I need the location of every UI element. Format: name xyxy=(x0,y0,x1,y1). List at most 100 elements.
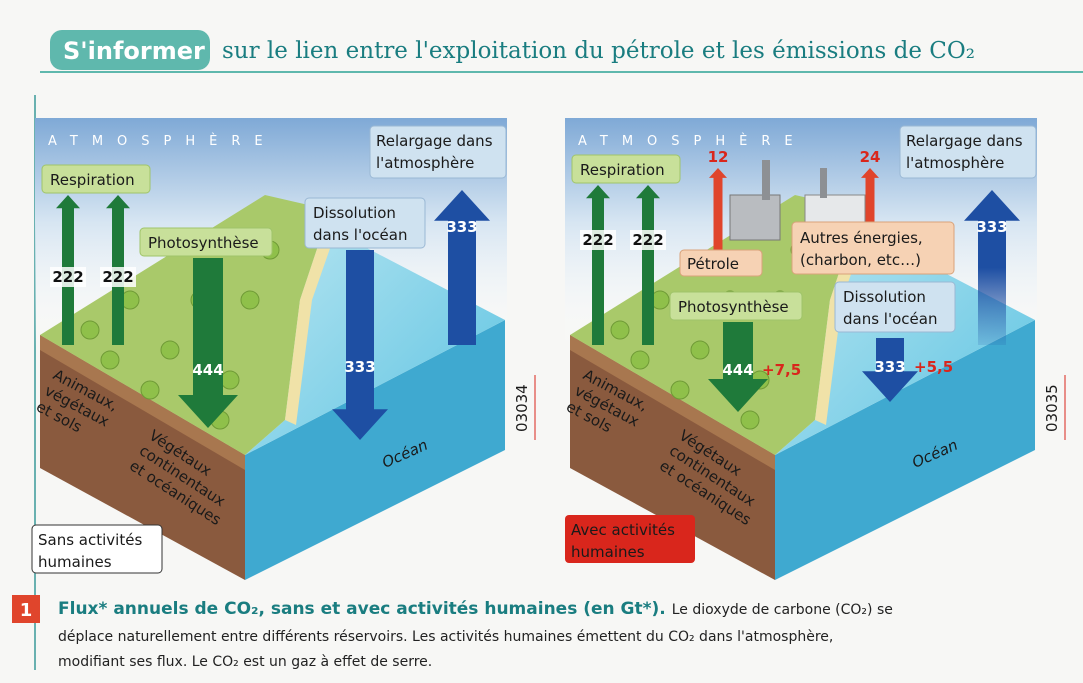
tree xyxy=(690,340,710,360)
label-text: 333 xyxy=(874,358,905,376)
label-text: 24 xyxy=(860,148,881,166)
refinery xyxy=(729,194,781,241)
label-box xyxy=(669,291,803,321)
value-bg xyxy=(50,267,86,287)
caption-line: Flux* annuels de CO₂, sans et avec activ… xyxy=(58,599,893,619)
figure-code: 03034 xyxy=(513,384,531,432)
label-box xyxy=(139,227,273,257)
tree xyxy=(220,370,240,390)
figure-number-box xyxy=(12,595,40,623)
label-text: Pétrole xyxy=(687,255,739,273)
label-box xyxy=(41,164,151,194)
tree xyxy=(630,350,650,370)
figure-code: 03035 xyxy=(1043,384,1061,432)
other-energy-label: Autres énergies, xyxy=(800,229,923,247)
label-text: 222 xyxy=(102,268,133,286)
chimney xyxy=(762,160,770,200)
label-text: +7,5 xyxy=(762,361,801,379)
tree xyxy=(740,410,760,430)
atmosphere-label: ATMOSPHÈRE xyxy=(48,133,277,149)
dissolution-label: dans l'océan xyxy=(313,226,407,244)
situation-label: Sans activités xyxy=(38,531,142,549)
label-box xyxy=(304,197,426,249)
ocean-face xyxy=(775,320,1035,580)
dissolution-label: Dissolution xyxy=(313,204,396,222)
situation-label: humaines xyxy=(571,543,645,561)
soil-band xyxy=(570,335,775,470)
dissolution-label: Dissolution xyxy=(843,288,926,306)
soil-face xyxy=(40,335,245,580)
flux-arrow xyxy=(862,338,918,402)
tree xyxy=(160,340,180,360)
header-badge-text: S'informer xyxy=(63,37,205,65)
label-text: Photosynthèse xyxy=(678,298,789,316)
label-text: 333 xyxy=(976,218,1007,236)
tree xyxy=(670,380,690,400)
tree xyxy=(240,290,260,310)
flux-arrow xyxy=(178,258,238,428)
situation-label: humaines xyxy=(38,553,112,571)
land-surface xyxy=(570,195,860,455)
label-text: 333 xyxy=(344,358,375,376)
label-box xyxy=(31,524,163,574)
value-bg xyxy=(100,267,136,287)
flux-arrow xyxy=(709,168,727,250)
beach xyxy=(285,210,342,425)
value-bg xyxy=(630,230,666,250)
caption-title: Flux* annuels de CO₂, sans et avec activ… xyxy=(58,599,666,619)
ocean-face xyxy=(245,320,505,580)
label-box xyxy=(369,125,507,179)
situation-label: Avec activités xyxy=(571,521,675,539)
land-surface xyxy=(40,195,330,455)
figure-number: 1 xyxy=(20,600,33,621)
ocean-surface xyxy=(245,195,505,455)
other-energy-label: (charbon, etc…) xyxy=(800,251,921,269)
label-box xyxy=(899,125,1037,179)
label-text: 222 xyxy=(582,231,613,249)
caption-text: Le dioxyde de carbone (CO₂) se xyxy=(672,602,893,618)
flux-arrow xyxy=(636,185,660,345)
header-badge xyxy=(50,30,210,70)
release-label: Relargage dans xyxy=(376,132,493,150)
soil-face xyxy=(570,335,775,580)
tree xyxy=(100,350,120,370)
label-box xyxy=(571,154,681,184)
header-title: sur le lien entre l'exploitation du pétr… xyxy=(222,38,975,64)
label-box xyxy=(565,515,695,563)
label-box xyxy=(679,249,763,277)
label-text: Photosynthèse xyxy=(148,234,259,252)
flux-arrow xyxy=(434,190,490,345)
label-text: 222 xyxy=(632,231,663,249)
label-text: 444 xyxy=(722,361,753,379)
tree xyxy=(610,320,630,340)
tree xyxy=(80,320,100,340)
chimney xyxy=(820,168,827,198)
flux-arrow xyxy=(964,190,1020,345)
tree xyxy=(140,380,160,400)
label-box xyxy=(791,221,955,275)
label-text: +5,5 xyxy=(914,358,953,376)
atmosphere-label: ATMOSPHÈRE xyxy=(578,133,807,149)
soil-band xyxy=(40,335,245,470)
release-label: l'atmosphère xyxy=(376,154,474,172)
flux-arrow xyxy=(332,250,388,440)
beach xyxy=(815,210,872,425)
label-text: Respiration xyxy=(50,171,135,189)
label-text: 222 xyxy=(52,268,83,286)
label-box xyxy=(834,281,956,333)
release-label: Relargage dans xyxy=(906,132,1023,150)
label-text: Respiration xyxy=(580,161,665,179)
dissolution-label: dans l'océan xyxy=(843,310,937,328)
caption-text: modifiant ses flux. Le CO₂ est un gaz à … xyxy=(58,654,432,670)
caption-text: déplace naturellement entre différents r… xyxy=(58,629,833,645)
release-label: l'atmosphère xyxy=(906,154,1004,172)
flux-arrow xyxy=(708,322,768,412)
value-bg xyxy=(580,230,616,250)
flux-arrow xyxy=(861,168,879,222)
label-text: 12 xyxy=(708,148,729,166)
label-text: 333 xyxy=(446,218,477,236)
flux-arrow xyxy=(586,185,610,345)
